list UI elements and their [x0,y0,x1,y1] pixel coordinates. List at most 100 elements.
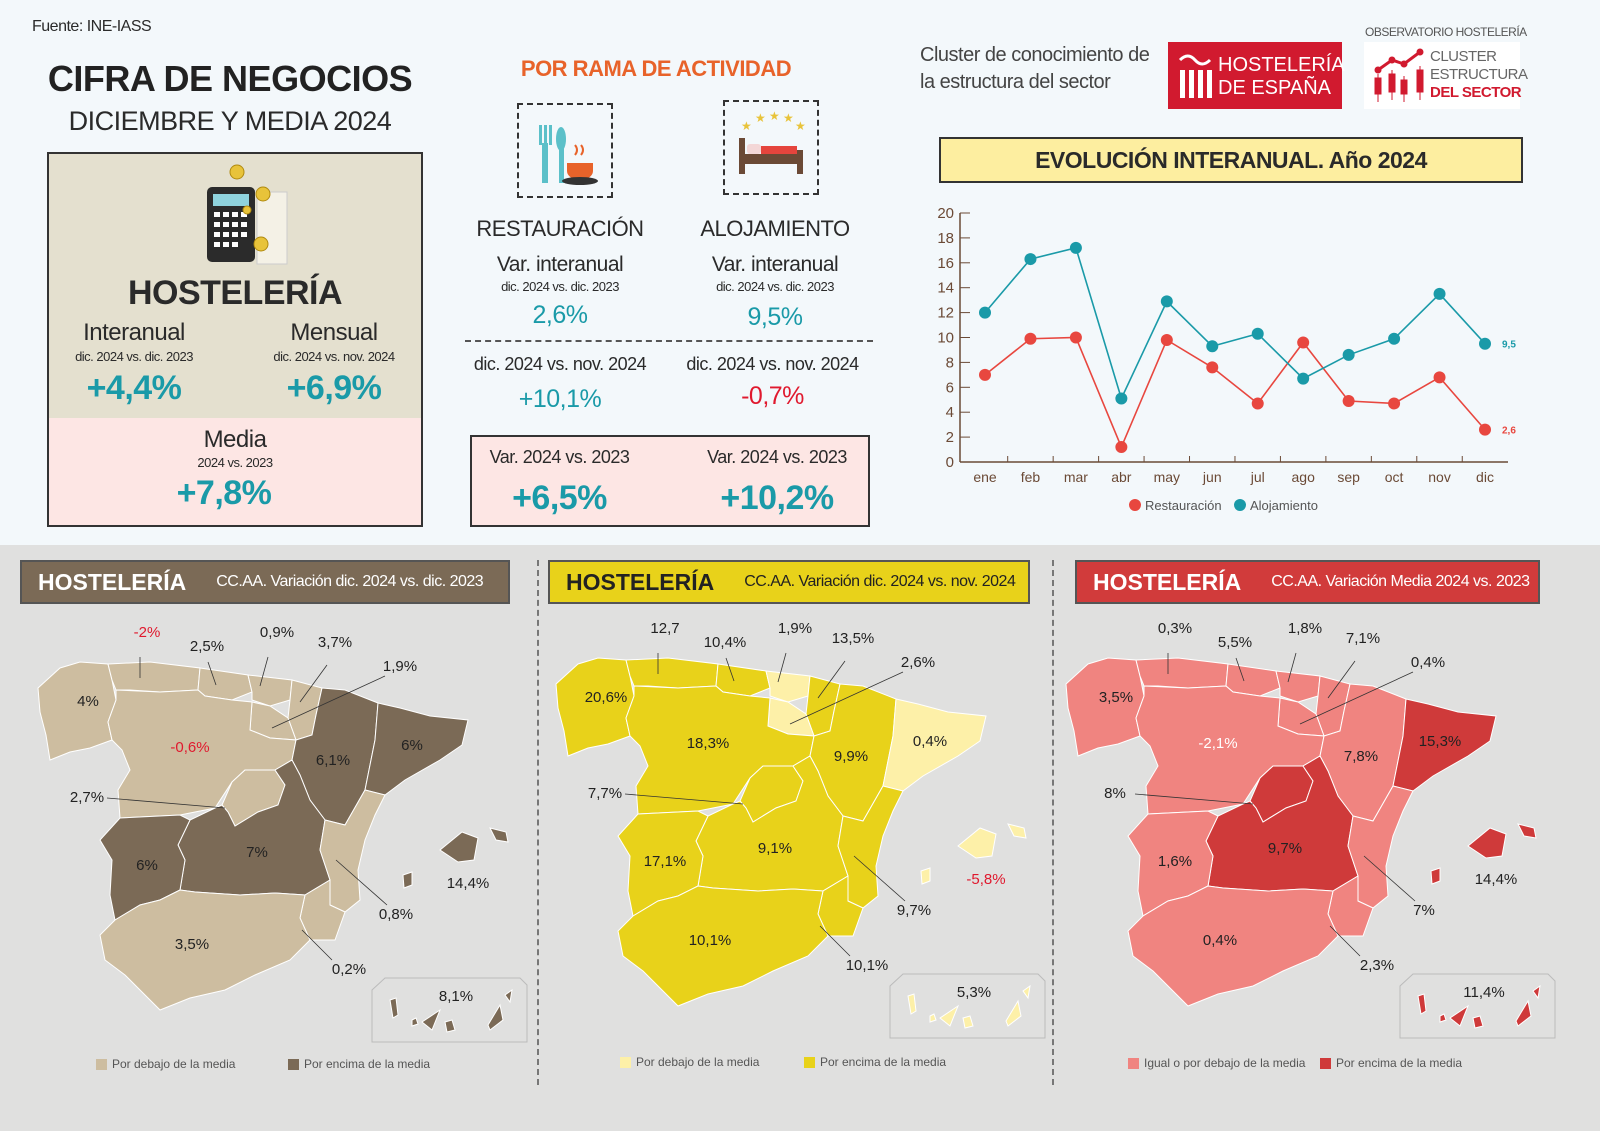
region-canarias [487,1003,504,1031]
leader-line [817,660,846,699]
region-label-galicia: 20,6% [585,689,628,706]
leader-line [819,925,851,957]
x-tick-label: jun [1202,469,1222,485]
region-canarias [939,1004,960,1027]
map-2: 3,5% 0,3% 5,5% 1,8% 7,1% 0,4% -2,1% 8% 7,8% 15,3%… [1065,620,1556,1039]
hosteleria-summary-box: HOSTELERÍA Interanual dic. 2024 vs. dic.… [47,152,423,527]
region-label-murcia: 10,1% [846,957,889,974]
region-label-asturias: -2% [134,624,161,641]
separator [1052,560,1054,1085]
region-label-paisvasco: 1,8% [1288,620,1322,637]
region-cataluna [882,698,987,792]
region-label-navarra: 3,7% [318,634,352,651]
data-point [1388,397,1401,410]
y-tick-label: 10 [937,330,954,347]
region-label-clm: 9,7% [1268,840,1302,857]
logo1-line1: HOSTELERÍA [1218,54,1345,76]
region-valencia [1347,785,1414,909]
y-tick-label: 16 [937,255,954,272]
legend-label: Restauración [1145,498,1222,513]
data-point [1024,332,1037,345]
legend-label: Por encima de la media [1336,1056,1463,1070]
source-label: Fuente: INE-IASS [32,18,152,35]
data-point [1251,397,1264,410]
region-galicia [555,657,635,757]
region-canarias [962,1015,974,1029]
region-canarias [421,1008,442,1031]
region-canarias [1439,1013,1447,1023]
leader-line [624,793,744,805]
region-canarias [1022,984,1031,1000]
restauracion-year-value: +6,5% [512,479,607,517]
cluster-line-2: la estructura del sector [920,71,1111,93]
leader-line [1363,855,1416,902]
legend-marker [1234,499,1246,511]
data-point [1206,340,1219,353]
alojamiento-year-value: +10,2% [720,479,834,517]
region-label-cyl: -0,6% [170,739,209,756]
rama-title: POR RAMA DE ACTIVIDAD [520,56,792,81]
mensual-value: +6,9% [286,369,382,407]
data-point [1297,372,1310,385]
leader-line [1327,660,1356,699]
legend-label: Alojamiento [1250,498,1318,513]
mensual-sub: dic. 2024 vs. nov. 2024 [273,349,395,364]
x-tick-label: oct [1385,469,1404,485]
region-label-canarias: 11,4% [1463,984,1504,1001]
data-point [979,306,991,319]
region-label-canarias: 5,3% [957,984,991,1001]
restauracion-name: RESTAURACIÓN [476,216,644,241]
restauracion-var-value: 2,6% [532,301,588,329]
media-panel [49,418,421,525]
alojamiento-month-label: dic. 2024 vs. nov. 2024 [686,354,859,374]
divider [465,340,873,342]
restauracion-month-value: +10,1% [518,385,602,413]
y-tick-label: 8 [946,354,954,371]
legend-marker [1129,499,1141,511]
region-label-madrid: 8% [1104,785,1126,802]
x-tick-label: nov [1428,469,1451,485]
leader-line [789,671,904,725]
data-point [1388,332,1401,345]
x-tick-label: sep [1337,469,1360,485]
canarias-inset-frame [889,973,1046,1039]
region-label-rioja: 2,6% [901,654,935,671]
y-tick-label: 20 [937,205,954,222]
map-header-media: HOSTELERÍA CC.AA. Variación Media 2024 vs… [1075,560,1540,604]
region-baleares [920,867,931,885]
observatorio-label: OBSERVATORIO HOSTELERÍA [1365,25,1527,39]
legend-above: Por encima de la media [804,1055,946,1069]
region-andalucia [617,885,829,1007]
legend-label: Por debajo de la media [112,1057,236,1071]
x-tick-label: jul [1250,469,1265,485]
x-tick-label: mar [1064,469,1088,485]
restauracion-year-label: Var. 2024 vs. 2023 [489,447,630,467]
region-label-rioja: 1,9% [383,658,417,675]
region-canarias [929,1013,937,1023]
data-point [1024,253,1037,266]
annual-variation-box: Var. 2024 vs. 2023 +6,5% Var. 2024 vs. 2… [470,435,870,527]
region-cantabria [197,667,253,701]
y-tick-label: 0 [946,454,954,471]
region-canarias [1472,1015,1484,1029]
region-cantabria [1225,663,1281,697]
media-label: Media [203,426,267,453]
data-point [1342,394,1355,407]
logo-bars-icon [1178,54,1212,98]
region-label-cantabria: 10,4% [704,634,747,651]
region-andalucia [1127,885,1339,1007]
cutlery-cup-icon [539,125,598,185]
cluster-text: Cluster de conocimiento de la estructura … [920,42,1150,96]
leader-line [301,929,333,961]
legend-label: Por encima de la media [304,1057,431,1071]
region-label-cataluna: 15,3% [1419,733,1462,750]
alojamiento-var-sub: dic. 2024 vs. dic. 2023 [716,279,834,294]
y-tick-label: 14 [937,280,954,297]
region-label-clm: 9,1% [758,840,792,857]
page-subtitle: DICIEMBRE Y MEDIA 2024 [68,106,392,136]
region-label-baleares: -5,8% [966,871,1005,888]
leader-line [1134,793,1254,805]
region-baleares [1467,827,1507,859]
region-label-murcia: 2,3% [1360,957,1394,974]
data-point [1115,441,1128,454]
